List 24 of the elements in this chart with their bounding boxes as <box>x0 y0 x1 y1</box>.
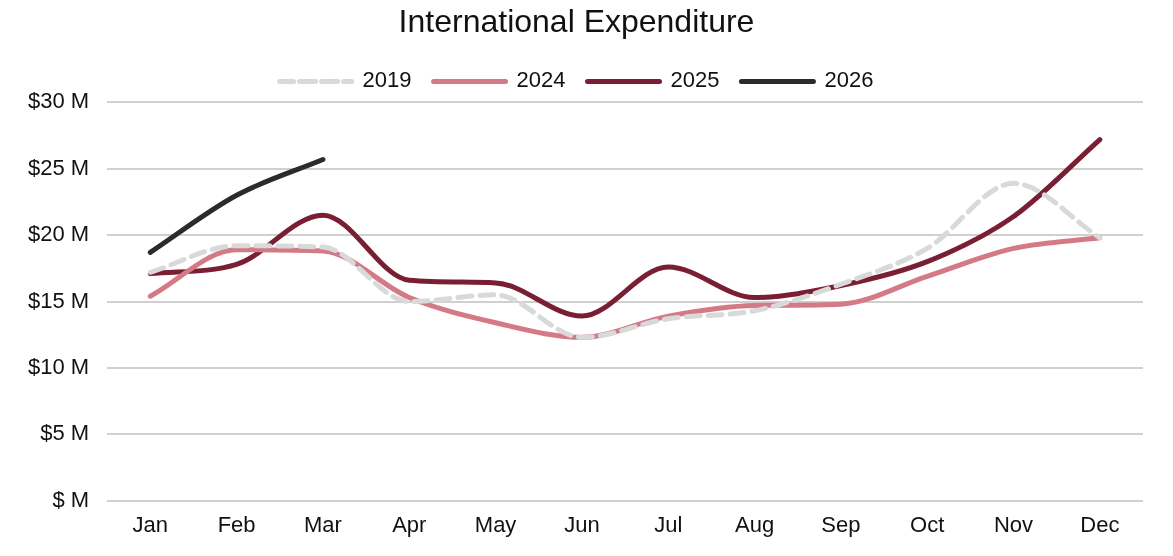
y-tick-label: $25 M <box>27 154 90 180</box>
legend-label: 2019 <box>362 67 412 93</box>
x-tick-label: Sep <box>821 511 861 537</box>
x-tick-label: Jan <box>132 511 169 537</box>
y-tick-label: $30 M <box>27 88 90 114</box>
legend-label: 2025 <box>670 67 720 93</box>
y-tick-label: $15 M <box>27 287 90 313</box>
x-tick-label: Aug <box>734 511 775 537</box>
y-tick-label: $10 M <box>27 353 90 379</box>
x-tick-label: Dec <box>1080 511 1120 537</box>
y-tick-label: $ M <box>52 486 90 512</box>
legend-label: 2026 <box>824 67 874 93</box>
x-tick-label: Mar <box>304 511 342 537</box>
x-tick-label: Nov <box>993 511 1034 537</box>
x-tick-label: Oct <box>910 511 945 537</box>
x-tick-label: Jun <box>564 511 600 537</box>
chart-title: International Expenditure <box>398 3 755 40</box>
x-tick-label: Jul <box>654 511 683 537</box>
x-tick-label: May <box>474 511 517 537</box>
x-tick-label: Apr <box>392 511 427 537</box>
y-tick-label: $5 M <box>40 420 90 446</box>
legend-label: 2024 <box>516 67 566 93</box>
y-tick-label: $20 M <box>27 221 90 247</box>
x-tick-label: Feb <box>217 511 256 537</box>
